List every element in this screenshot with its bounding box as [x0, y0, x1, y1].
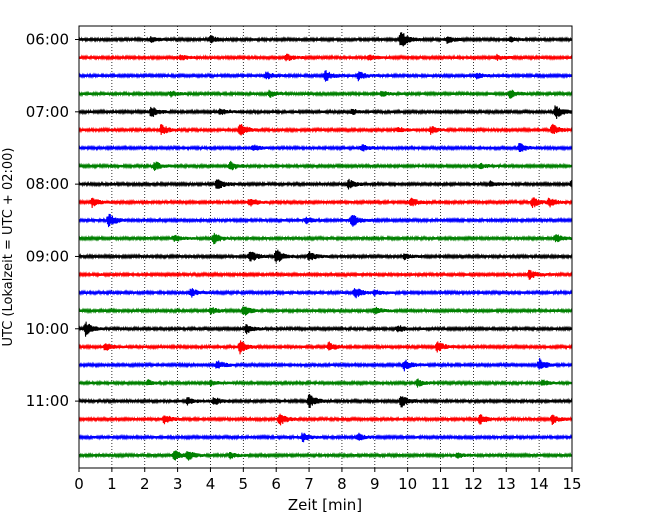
trace-0700 — [78, 105, 573, 119]
trace-0915 — [78, 269, 573, 280]
trace-0615 — [78, 53, 573, 62]
x-tick-label: 0 — [74, 475, 84, 493]
plot-frame — [78, 25, 573, 469]
trace-1130 — [78, 432, 573, 443]
y-axis-ticks: 06:00 07:00 08:00 09:00 10:00 11:00 — [26, 31, 79, 410]
x-tick-label: 9 — [370, 475, 380, 493]
x-tick-label: 3 — [173, 475, 183, 493]
x-tick-label: 2 — [140, 475, 150, 493]
x-tick-label: 11 — [431, 475, 450, 493]
y-tick-label: 11:00 — [26, 392, 69, 410]
trace-1045 — [78, 378, 573, 388]
trace-0730 — [78, 143, 573, 153]
trace-0600 — [78, 32, 573, 47]
x-axis-label: Zeit [min] — [288, 496, 362, 514]
y-tick-label: 08:00 — [26, 175, 69, 193]
y-tick-label: 07:00 — [26, 103, 69, 121]
trace-1015 — [78, 340, 573, 355]
trace-1100 — [78, 393, 573, 408]
trace-0630 — [78, 70, 573, 82]
trace-0800 — [78, 178, 573, 190]
x-tick-label: 5 — [239, 475, 249, 493]
x-tick-label: 7 — [304, 475, 314, 493]
y-tick-label: 09:00 — [26, 247, 69, 265]
trace-0930 — [78, 288, 573, 299]
x-tick-label: 8 — [337, 475, 347, 493]
trace-0900 — [78, 249, 573, 263]
trace-0815 — [78, 197, 573, 208]
x-tick-label: 14 — [530, 475, 549, 493]
trace-series — [78, 32, 573, 461]
y-tick-label: 10:00 — [26, 320, 69, 338]
trace-0715 — [78, 123, 573, 136]
trace-1145 — [78, 450, 573, 461]
x-tick-label: 12 — [464, 475, 483, 493]
trace-0830 — [78, 213, 573, 228]
trace-0945 — [78, 306, 573, 316]
x-tick-label: 15 — [562, 475, 581, 493]
trace-1000 — [78, 321, 573, 337]
x-tick-label: 1 — [107, 475, 117, 493]
x-tick-label: 6 — [271, 475, 281, 493]
x-tick-label: 13 — [497, 475, 516, 493]
y-tick-label: 06:00 — [26, 31, 69, 49]
y-axis-label: UTC (Lokalzeit = UTC + 02:00) — [1, 148, 16, 347]
trace-0845 — [78, 232, 573, 245]
x-tick-label: 4 — [206, 475, 216, 493]
trace-1030 — [78, 357, 573, 372]
x-tick-label: 10 — [398, 475, 417, 493]
plot-background — [79, 26, 572, 468]
x-axis-ticks: 0 1 2 3 4 5 6 7 8 9 10 11 12 13 14 15 — [74, 468, 582, 493]
trace-1115 — [78, 413, 573, 426]
trace-0745 — [78, 160, 573, 171]
trace-0645 — [78, 89, 573, 99]
